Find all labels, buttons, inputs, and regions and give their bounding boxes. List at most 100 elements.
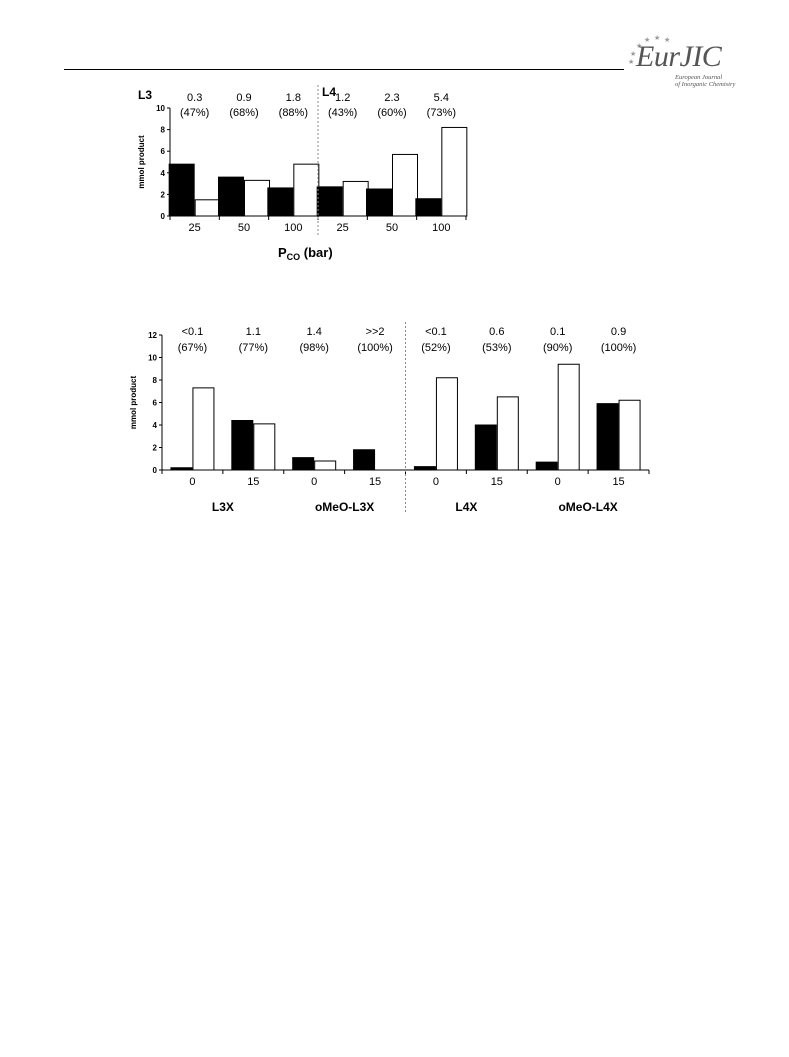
x-tick-label: 0 xyxy=(311,476,317,488)
annotation-percent: (60%) xyxy=(377,107,406,119)
annotation-percent: (68%) xyxy=(229,107,258,119)
bar-black xyxy=(353,449,376,471)
bar-white xyxy=(342,180,369,217)
y-tick-label: 0 xyxy=(161,212,166,221)
annotation-value: 1.1 xyxy=(246,326,261,338)
annotation-value: 0.9 xyxy=(236,92,251,104)
bar-white xyxy=(435,377,458,471)
x-tick-label: 15 xyxy=(612,476,624,488)
y-axis-label: mmol product xyxy=(129,376,138,430)
y-tick-label: 6 xyxy=(153,399,158,408)
x-tick-label: 15 xyxy=(369,476,381,488)
y-tick-label: 4 xyxy=(161,169,166,178)
annotation-value: 2.3 xyxy=(384,92,399,104)
journal-logo: ★ ★ ★ ★ ★ ★ EurJIC European Journal of I… xyxy=(622,34,772,88)
x-tick-label: 50 xyxy=(238,222,250,234)
bar-white xyxy=(192,387,215,471)
x-axis-label: PCO (bar) xyxy=(278,245,333,262)
svg-text:★: ★ xyxy=(630,50,636,58)
annotation-percent: (100%) xyxy=(357,342,392,354)
bar-black xyxy=(474,424,497,471)
annotation-value: >>2 xyxy=(366,326,385,338)
chart-pressure: mmol product 0 2 4 6 8 10 25 0.3 (47%) 50 0.9 (68%) 1… xyxy=(137,85,468,262)
bar-black xyxy=(267,187,294,217)
bar-black xyxy=(366,188,392,217)
x-tick-label: 15 xyxy=(491,476,503,488)
y-tick-label: 12 xyxy=(148,331,157,340)
star-ring-icon: ★ ★ ★ ★ ★ ★ xyxy=(628,34,670,64)
y-tick-label: 8 xyxy=(153,376,158,385)
header-rule xyxy=(64,69,624,70)
logo-subtitle-line1: European Journal xyxy=(675,74,723,81)
annotation-percent: (52%) xyxy=(421,342,450,354)
x-tick-label: 15 xyxy=(247,476,259,488)
y-tick-label: 4 xyxy=(153,421,158,430)
bar-white xyxy=(194,199,221,217)
annotation-percent: (90%) xyxy=(543,342,572,354)
x-tick-label: 25 xyxy=(337,222,349,234)
x-tick-label: 0 xyxy=(189,476,195,488)
bar-black xyxy=(316,186,343,217)
group-label: oMeO-L3X xyxy=(315,500,374,514)
bar-black xyxy=(218,176,244,217)
group-label: L3X xyxy=(212,500,234,514)
annotation-percent: (43%) xyxy=(328,107,357,119)
annotation-percent: (77%) xyxy=(239,342,268,354)
svg-text:★: ★ xyxy=(654,34,660,42)
logo-subtitle: European Journal of Inorganic Chemistry xyxy=(675,74,765,88)
annotation-percent: (73%) xyxy=(427,107,456,119)
bar-black xyxy=(535,461,558,471)
y-tick-label: 0 xyxy=(153,466,158,475)
svg-text:★: ★ xyxy=(664,36,670,44)
x-tick-label: 0 xyxy=(433,476,439,488)
bar-white xyxy=(253,423,276,471)
annotation-value: 0.9 xyxy=(611,326,626,338)
bar-white xyxy=(557,363,580,471)
bar-black xyxy=(413,466,436,471)
annotation-value: 1.4 xyxy=(307,326,322,338)
x-tick-label: 50 xyxy=(386,222,398,234)
group-label-l4: L4 xyxy=(322,85,336,99)
annotation-percent: (88%) xyxy=(279,107,308,119)
annotation-percent: (67%) xyxy=(178,342,207,354)
y-tick-label: 2 xyxy=(153,444,158,453)
y-tick-label: 6 xyxy=(161,147,166,156)
annotation-value: 0.6 xyxy=(489,326,504,338)
y-tick-label: 10 xyxy=(148,354,157,363)
annotation-value: <0.1 xyxy=(425,326,447,338)
y-tick-label: 2 xyxy=(161,190,166,199)
annotation-value: 1.2 xyxy=(335,92,350,104)
bar-white xyxy=(244,179,270,217)
annotation-value: <0.1 xyxy=(182,326,204,338)
annotation-percent: (47%) xyxy=(180,107,209,119)
y-tick-label: 10 xyxy=(156,104,165,113)
chart-substituent: mmol product 0 2 4 6 8 10 12 0 <0.1 (67%) 15 1.1 (77%… xyxy=(129,322,650,514)
x-tick-label: 0 xyxy=(555,476,561,488)
bar-black xyxy=(170,467,193,471)
x-tick-label: 100 xyxy=(432,222,450,234)
group-label: L4X xyxy=(455,500,477,514)
svg-text:★: ★ xyxy=(628,58,634,64)
y-tick-label: 8 xyxy=(161,126,166,135)
bar-black xyxy=(292,457,315,471)
bar-white xyxy=(293,163,320,217)
svg-text:★: ★ xyxy=(644,36,650,44)
bar-white xyxy=(496,396,519,471)
bar-black xyxy=(596,403,619,471)
bar-black xyxy=(231,420,254,471)
group-label-l3: L3 xyxy=(138,88,152,102)
annotation-percent: (100%) xyxy=(601,342,636,354)
logo-text: EurJIC xyxy=(636,40,722,73)
x-tick-label: 100 xyxy=(284,222,302,234)
y-axis-label: mmol product xyxy=(137,135,146,189)
bar-black xyxy=(415,198,442,217)
annotation-value: 0.1 xyxy=(550,326,565,338)
annotation-percent: (98%) xyxy=(300,342,329,354)
x-tick-label: 25 xyxy=(189,222,201,234)
annotation-value: 0.3 xyxy=(187,92,202,104)
logo-subtitle-line2: of Inorganic Chemistry xyxy=(675,81,736,88)
bar-black xyxy=(168,163,195,217)
bar-white xyxy=(314,460,337,471)
annotation-percent: (53%) xyxy=(482,342,511,354)
annotation-value: 5.4 xyxy=(434,92,449,104)
